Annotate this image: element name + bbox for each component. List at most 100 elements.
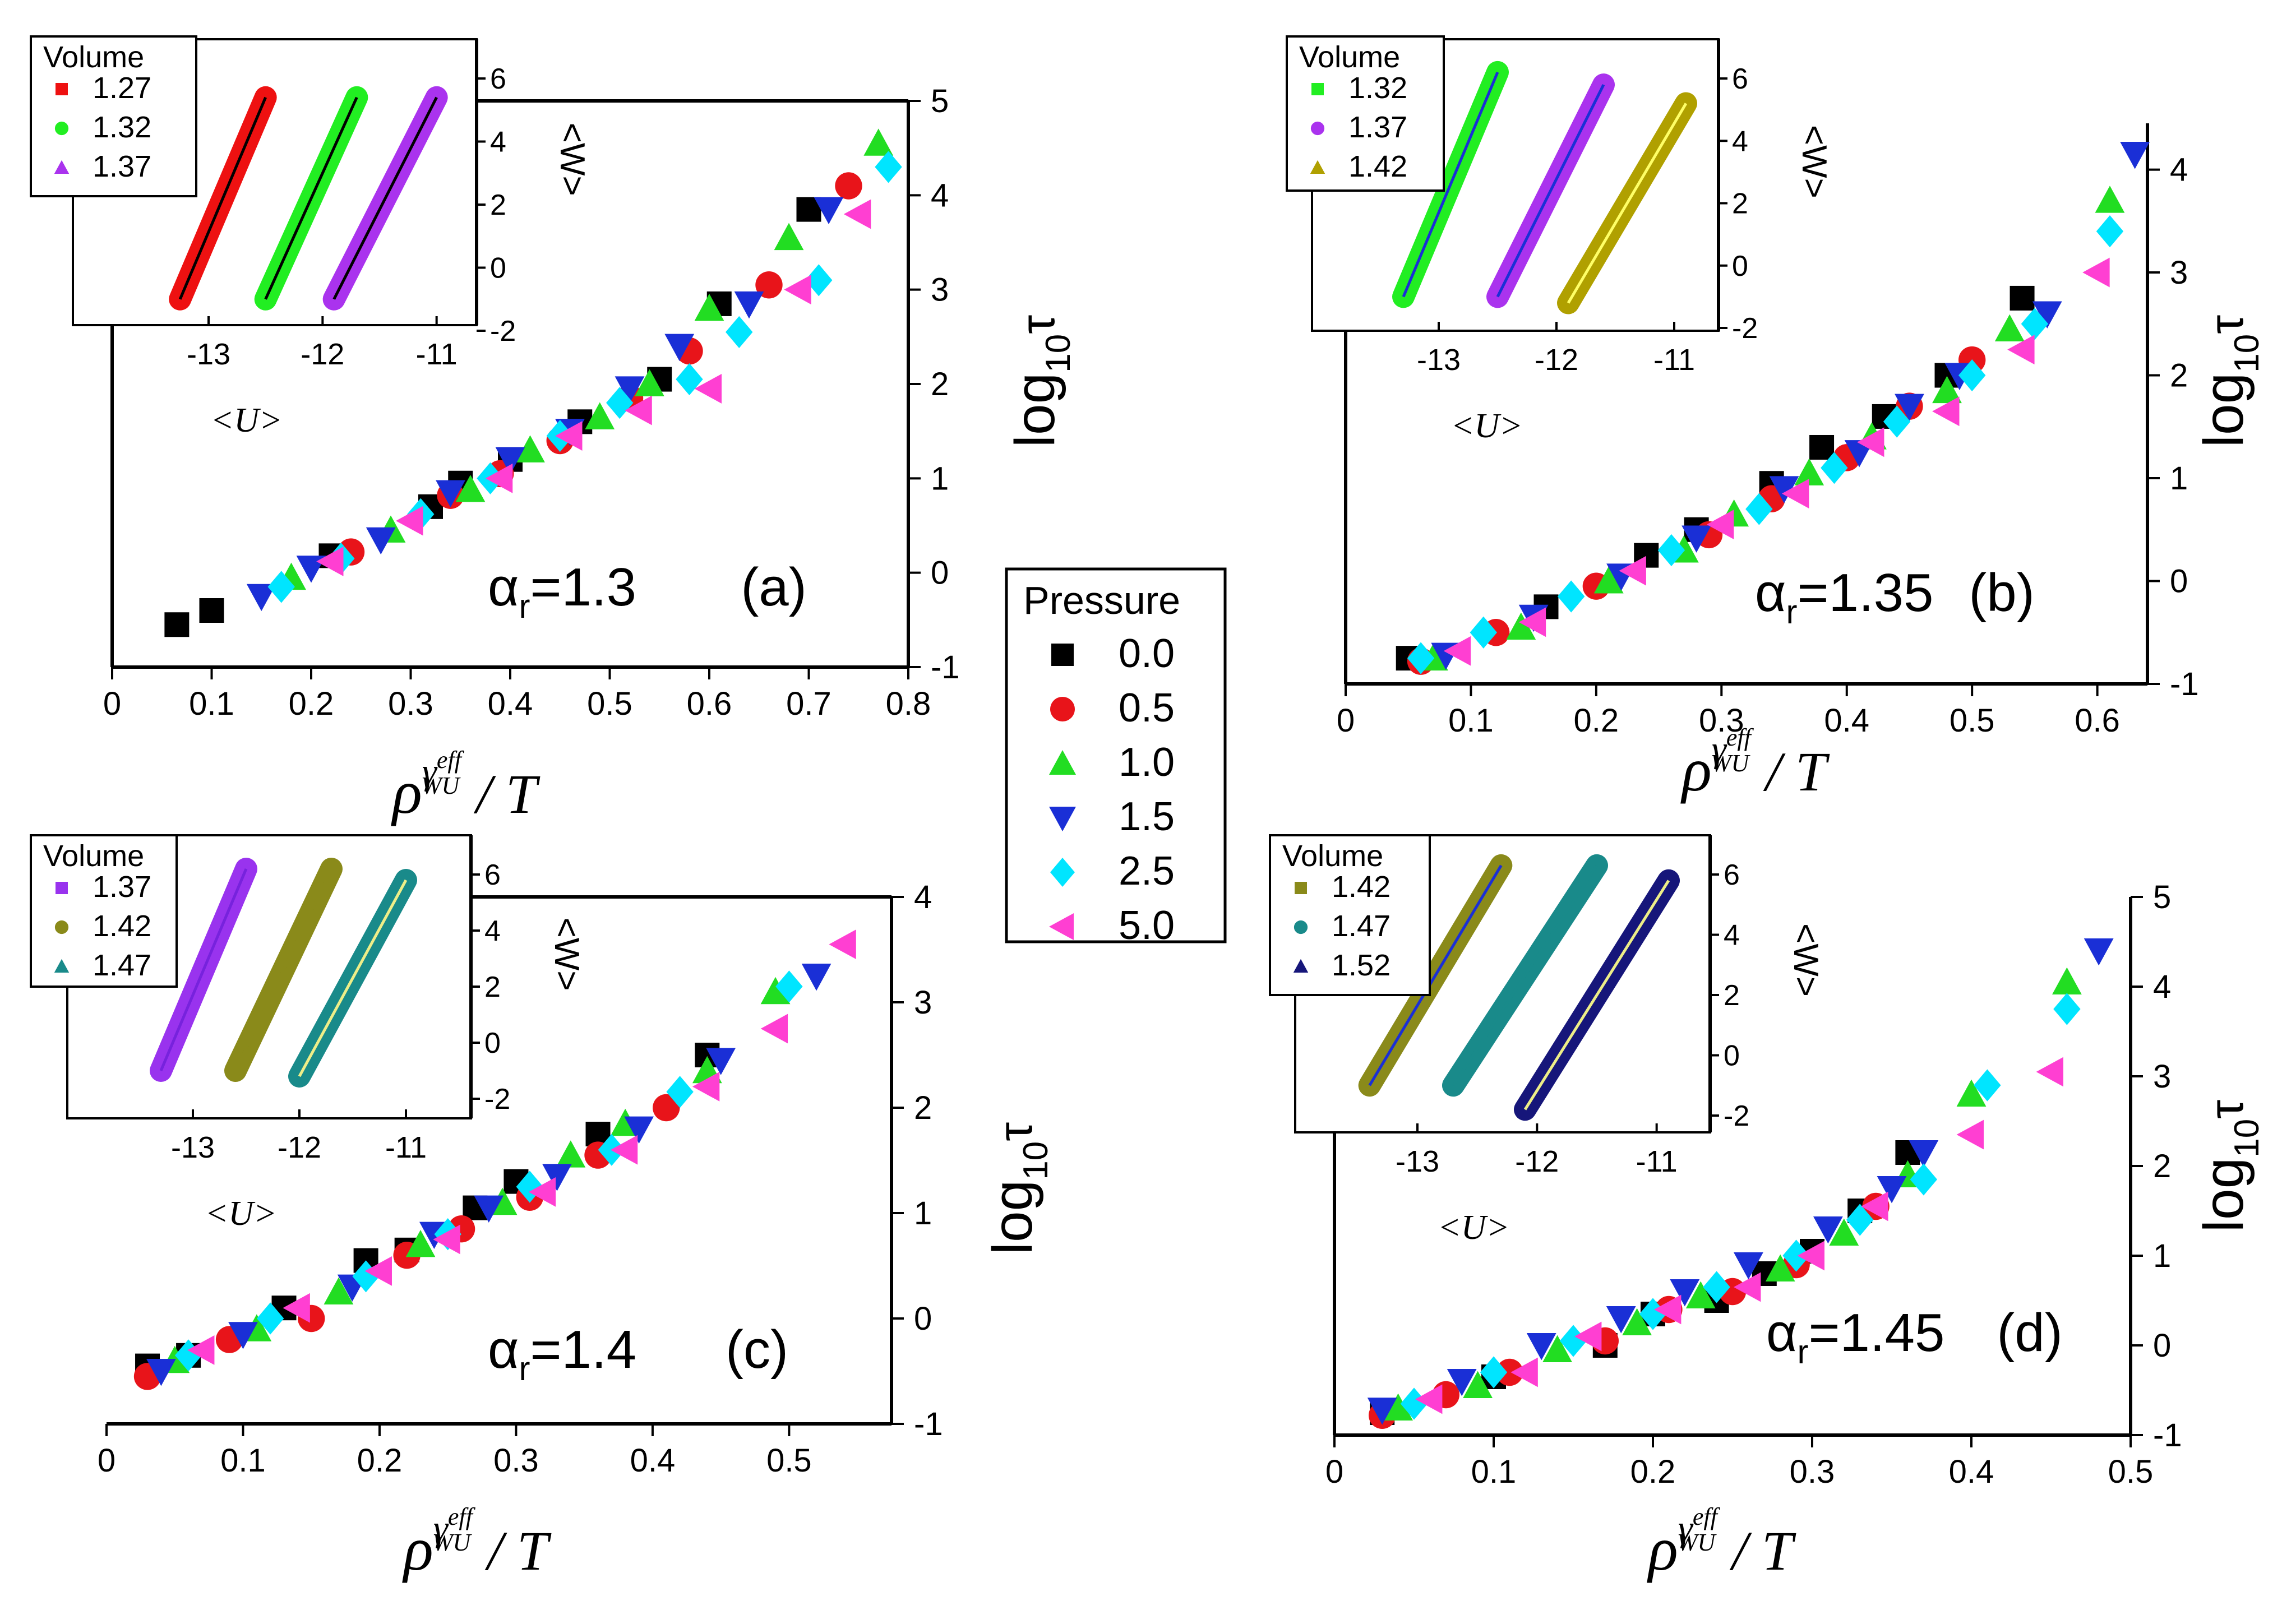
data-point [784, 275, 811, 305]
data-point [528, 1177, 556, 1207]
inset-y-tick-label: 0 [490, 252, 506, 285]
x-tick-label: 0.6 [687, 686, 732, 722]
pressure-legend-marker [1050, 858, 1075, 887]
y-tick-label: 0 [914, 1301, 932, 1337]
inset-x-tick-label: -12 [301, 337, 344, 371]
data-point [1526, 1333, 1556, 1361]
x-axis-label: ργeff WU / T [1647, 1503, 1796, 1583]
pressure-legend-marker [1051, 644, 1074, 666]
x-label-main: ρ [391, 758, 422, 826]
data-point [1447, 1369, 1477, 1396]
inset-legend-marker [1310, 121, 1325, 136]
x-label-sup2: eff [1726, 724, 1754, 751]
inset-legend-label: 1.47 [93, 949, 151, 982]
data-point [256, 1302, 284, 1335]
data-point [1480, 1356, 1508, 1389]
data-point [1557, 580, 1585, 613]
data-point [1657, 534, 1685, 567]
x-tick-label: 0.2 [357, 1442, 403, 1479]
inset-y-label: <W> [1795, 125, 1833, 198]
inset-fit-line [159, 868, 248, 1071]
inset-y-tick-label: 4 [1732, 125, 1748, 158]
x-tick-label: 0.5 [766, 1442, 812, 1479]
y-tick-label: 2 [931, 366, 949, 402]
data-point [1639, 1298, 1667, 1330]
y-label-tail: τ [2200, 1100, 2253, 1119]
data-point [485, 463, 513, 493]
data-point [805, 264, 833, 297]
data-point [2082, 257, 2110, 288]
y-label-sub: 10 [2228, 1119, 2266, 1158]
alpha-subscript: r [519, 1350, 530, 1387]
alpha-subscript: r [1786, 593, 1798, 631]
data-point [1622, 1308, 1652, 1335]
y-tick-label: 5 [931, 83, 949, 119]
chart-panel: 0 0.1 0.2 0.3 0.4 0.5 -1 0 1 2 3 4 log10τ ργeff WU / T α… [30, 834, 1055, 1583]
inset-x-label: <U> [210, 401, 282, 439]
y-tick-label: 2 [2170, 358, 2188, 394]
data-point [726, 316, 753, 349]
data-point [775, 970, 803, 1003]
pressure-legend-marker [1049, 807, 1076, 831]
inset-legend-label: 1.52 [1332, 949, 1391, 982]
x-label-main: ρ [1680, 735, 1712, 804]
data-point [1909, 1140, 1939, 1168]
alpha-annotation: αr=1.4 [488, 1320, 636, 1387]
inset-y-tick-label: -2 [1732, 312, 1758, 345]
data-point [1956, 1119, 1984, 1150]
inset-x-tick-label: -12 [1515, 1145, 1559, 1178]
alpha-subscript: r [1798, 1333, 1809, 1371]
alpha-annotation: αr=1.3 [488, 557, 636, 625]
data-point [692, 1072, 720, 1102]
y-tick-label: 3 [931, 272, 949, 308]
y-tick-label: -1 [931, 649, 960, 686]
inset-x-tick-label: -11 [416, 337, 458, 371]
chart-panel: 0 0.1 0.2 0.3 0.4 0.5-1 0 1 2 3 4 5 log10τ ργeff WU / T… [1269, 834, 2266, 1583]
data-point [1932, 376, 1962, 404]
inset-fit-line [1567, 103, 1688, 304]
data-point [1809, 434, 1835, 460]
inset-fit-line [1523, 880, 1670, 1111]
y-tick-label: 0 [2153, 1327, 2171, 1364]
inset-legend-marker [54, 121, 69, 136]
data-point [1857, 427, 1884, 457]
inset-y-tick-label: 6 [490, 63, 506, 95]
data-point [706, 1048, 736, 1075]
y-tick-label: -1 [2153, 1417, 2182, 1454]
data-point [863, 128, 894, 156]
inset-y-tick-label: 2 [484, 971, 501, 1003]
inset-legend-marker [1310, 160, 1325, 174]
inset-y-tick-label: 6 [1732, 63, 1748, 95]
x-tick-label: 0.3 [493, 1442, 539, 1479]
data-point [2052, 967, 2082, 994]
data-point [1682, 525, 1712, 553]
x-tick-label: 0.2 [1630, 1454, 1676, 1490]
inset-legend-marker [1293, 959, 1309, 973]
x-label-sup: γ [1712, 729, 1727, 770]
data-point [2010, 285, 2035, 311]
y-label-tail: τ [1011, 315, 1065, 334]
y-tick-label: 3 [2170, 255, 2188, 291]
data-point [1846, 1204, 1874, 1236]
y-tick-label: 4 [2170, 152, 2188, 188]
x-label-sup: γ [1678, 1508, 1694, 1549]
inset-y-label: <W> [547, 918, 586, 991]
x-tick-label: 0 [98, 1442, 116, 1479]
inset-legend-label: 1.27 [93, 71, 151, 105]
x-label-tail: / T [473, 763, 541, 825]
pressure-legend-marker [1049, 750, 1076, 775]
data-point [676, 363, 703, 396]
data-point [1510, 1357, 1538, 1387]
x-tick-label: 0.5 [1950, 702, 1995, 739]
inset-x-label: <U> [1438, 1209, 1509, 1247]
y-label-main: log [981, 1180, 1044, 1255]
inset-fit-line [332, 96, 438, 300]
inset-fit-line [1402, 71, 1499, 298]
x-label-tail: / T [1729, 1520, 1796, 1582]
inset-y-tick-label: -2 [1724, 1100, 1749, 1132]
inset-y-tick-label: 4 [1724, 919, 1740, 952]
x-tick-label: 0.7 [786, 686, 832, 722]
x-tick-label: 0.1 [220, 1442, 266, 1479]
inset-legend-marker [54, 959, 70, 973]
data-point [1619, 556, 1646, 586]
